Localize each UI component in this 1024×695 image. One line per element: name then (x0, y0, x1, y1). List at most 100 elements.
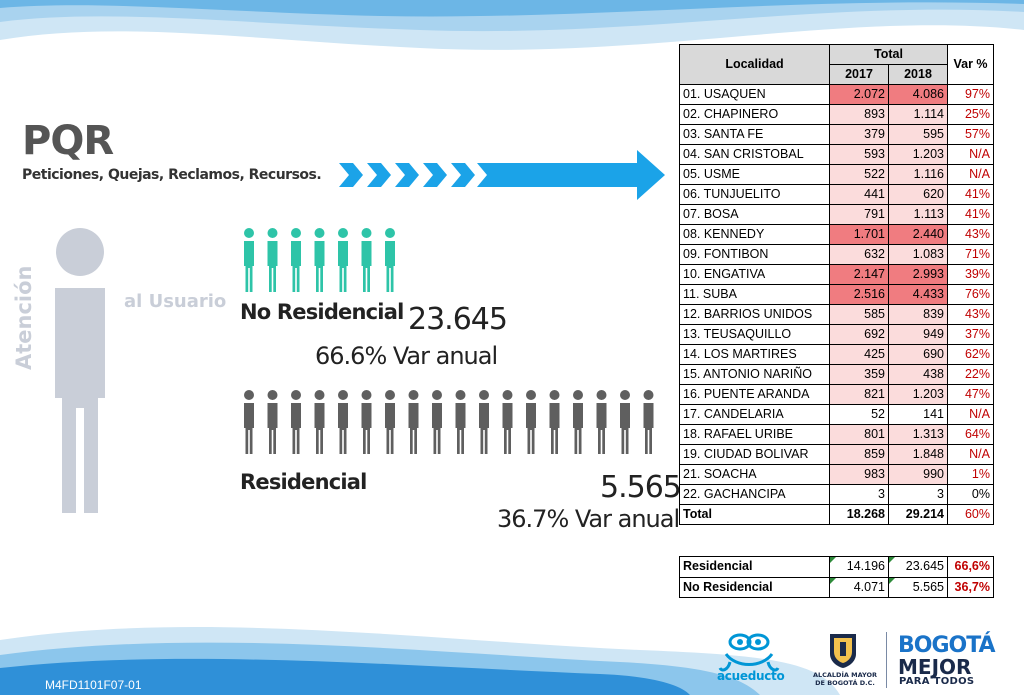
row-var: 47% (947, 384, 994, 405)
acueducto-logo-text: acueducto (717, 669, 785, 683)
row-2017: 585 (829, 304, 889, 325)
summary-2018-cell: 5.565 (888, 576, 948, 598)
table-row: 08. KENNEDY 1.701 2.440 43% (679, 224, 994, 245)
person-icon (361, 228, 372, 292)
row-2018: 839 (888, 304, 948, 325)
person-icon (408, 390, 419, 454)
row-var: 62% (947, 344, 994, 365)
person-icon (291, 228, 301, 292)
row-var: 0% (947, 484, 994, 505)
row-2018: 2.440 (888, 224, 948, 245)
row-localidad: 17. CANDELARIA (679, 404, 830, 425)
row-localidad: 12. BARRIOS UNIDOS (679, 304, 830, 325)
table-row: 22. GACHANCIPA 3 3 0% (679, 484, 994, 505)
alcaldia-line2: DE BOGOTÁ D.C. (815, 679, 875, 687)
row-var: N/A (947, 144, 994, 165)
row-2017: 893 (829, 104, 889, 125)
residencial-value: 5.565 (600, 470, 682, 505)
summary-2018: 23.645 (905, 559, 944, 574)
table-row: 07. BOSA 791 1.113 41% (679, 204, 994, 225)
row-var: 57% (947, 124, 994, 145)
row-2017: 859 (829, 444, 889, 465)
row-2018: 1.113 (888, 204, 948, 225)
table-row: 06. TUNJUELITO 441 620 41% (679, 184, 994, 205)
table-row: 17. CANDELARIA 52 141 N/A (679, 404, 994, 425)
row-2017: 2.072 (829, 84, 889, 105)
residencial-label: Residencial (240, 470, 367, 494)
no-residencial-people-icons (244, 228, 395, 292)
row-var: 37% (947, 324, 994, 345)
person-icon (338, 390, 348, 454)
person-icon (526, 390, 536, 454)
top-wave-decoration (0, 0, 1024, 50)
row-var: N/A (947, 164, 994, 185)
row-2017: 3 (829, 484, 889, 505)
bogota-coat-of-arms-icon (830, 634, 856, 668)
total-2017: 18.268 (829, 504, 889, 525)
table-row: 14. LOS MARTIRES 425 690 62% (679, 344, 994, 365)
atencion-vertical-label: Atención (12, 265, 36, 370)
row-localidad: 18. RAFAEL URIBE (679, 424, 830, 445)
no-residencial-label: No Residencial (240, 300, 404, 324)
person-icon (620, 390, 630, 454)
row-2018: 1.114 (888, 104, 948, 125)
person-icon (502, 390, 513, 454)
person-icon (479, 390, 489, 454)
table-row: 11. SUBA 2.516 4.433 76% (679, 284, 994, 305)
summary-2017-cell: 14.196 (829, 556, 889, 578)
person-icon (643, 390, 654, 454)
row-var: 1% (947, 464, 994, 485)
row-localidad: 06. TUNJUELITO (679, 184, 830, 205)
table-row: 01. USAQUEN 2.072 4.086 97% (679, 84, 994, 105)
residencial-var: 36.7% Var anual (497, 505, 680, 533)
row-2017: 441 (829, 184, 889, 205)
table-row: 09. FONTIBON 632 1.083 71% (679, 244, 994, 265)
table-row: 10. ENGATIVA 2.147 2.993 39% (679, 264, 994, 285)
person-icon (314, 228, 325, 292)
row-localidad: 21. SOACHA (679, 464, 830, 485)
row-2017: 593 (829, 144, 889, 165)
person-icon (573, 390, 583, 454)
footer-code: M4FD1101F07-01 (45, 678, 142, 692)
chevron-arrow-icon (339, 150, 665, 200)
logo-divider (886, 632, 887, 688)
acueducto-logo-icon (718, 633, 780, 672)
table-row: 03. SANTA FE 379 595 57% (679, 124, 994, 145)
table-row: 18. RAFAEL URIBE 801 1.313 64% (679, 424, 994, 445)
row-2018: 2.993 (888, 264, 948, 285)
row-2018: 949 (888, 324, 948, 345)
bottom-wave-decoration (0, 627, 840, 695)
comment-marker-icon (830, 577, 836, 584)
header-localidad: Localidad (679, 44, 830, 85)
header-2018: 2018 (888, 64, 948, 85)
row-2018: 690 (888, 344, 948, 365)
row-2017: 359 (829, 364, 889, 385)
row-2017: 2.516 (829, 284, 889, 305)
row-var: 22% (947, 364, 994, 385)
row-localidad: 15. ANTONIO NARIÑO (679, 364, 830, 385)
residencial-people-icons (244, 390, 654, 454)
row-var: 25% (947, 104, 994, 125)
table-row: 19. CIUDAD BOLIVAR 859 1.848 N/A (679, 444, 994, 465)
row-var: 76% (947, 284, 994, 305)
row-2018: 1.116 (888, 164, 948, 185)
row-localidad: 09. FONTIBON (679, 244, 830, 265)
bogota-logo-line1: BOGOTÁ (898, 633, 996, 658)
row-2017: 983 (829, 464, 889, 485)
row-2018: 1.203 (888, 384, 948, 405)
total-var: 60% (947, 504, 994, 525)
no-residencial-var: 66.6% Var anual (315, 342, 498, 370)
person-icon (549, 390, 560, 454)
person-icon (314, 390, 325, 454)
total-2018: 29.214 (888, 504, 948, 525)
al-usuario-label: al Usuario (124, 291, 227, 312)
row-localidad: 14. LOS MARTIRES (679, 344, 830, 365)
alcaldia-line1: ALCALDÍA MAYOR (812, 671, 878, 679)
summary-var: 66,6% (947, 556, 994, 578)
row-2018: 595 (888, 124, 948, 145)
bogota-logo-line3: PARA TODOS (899, 676, 975, 687)
row-2017: 1.701 (829, 224, 889, 245)
summary-label: Residencial (679, 556, 830, 578)
row-localidad: 01. USAQUEN (679, 84, 830, 105)
row-2017: 522 (829, 164, 889, 185)
